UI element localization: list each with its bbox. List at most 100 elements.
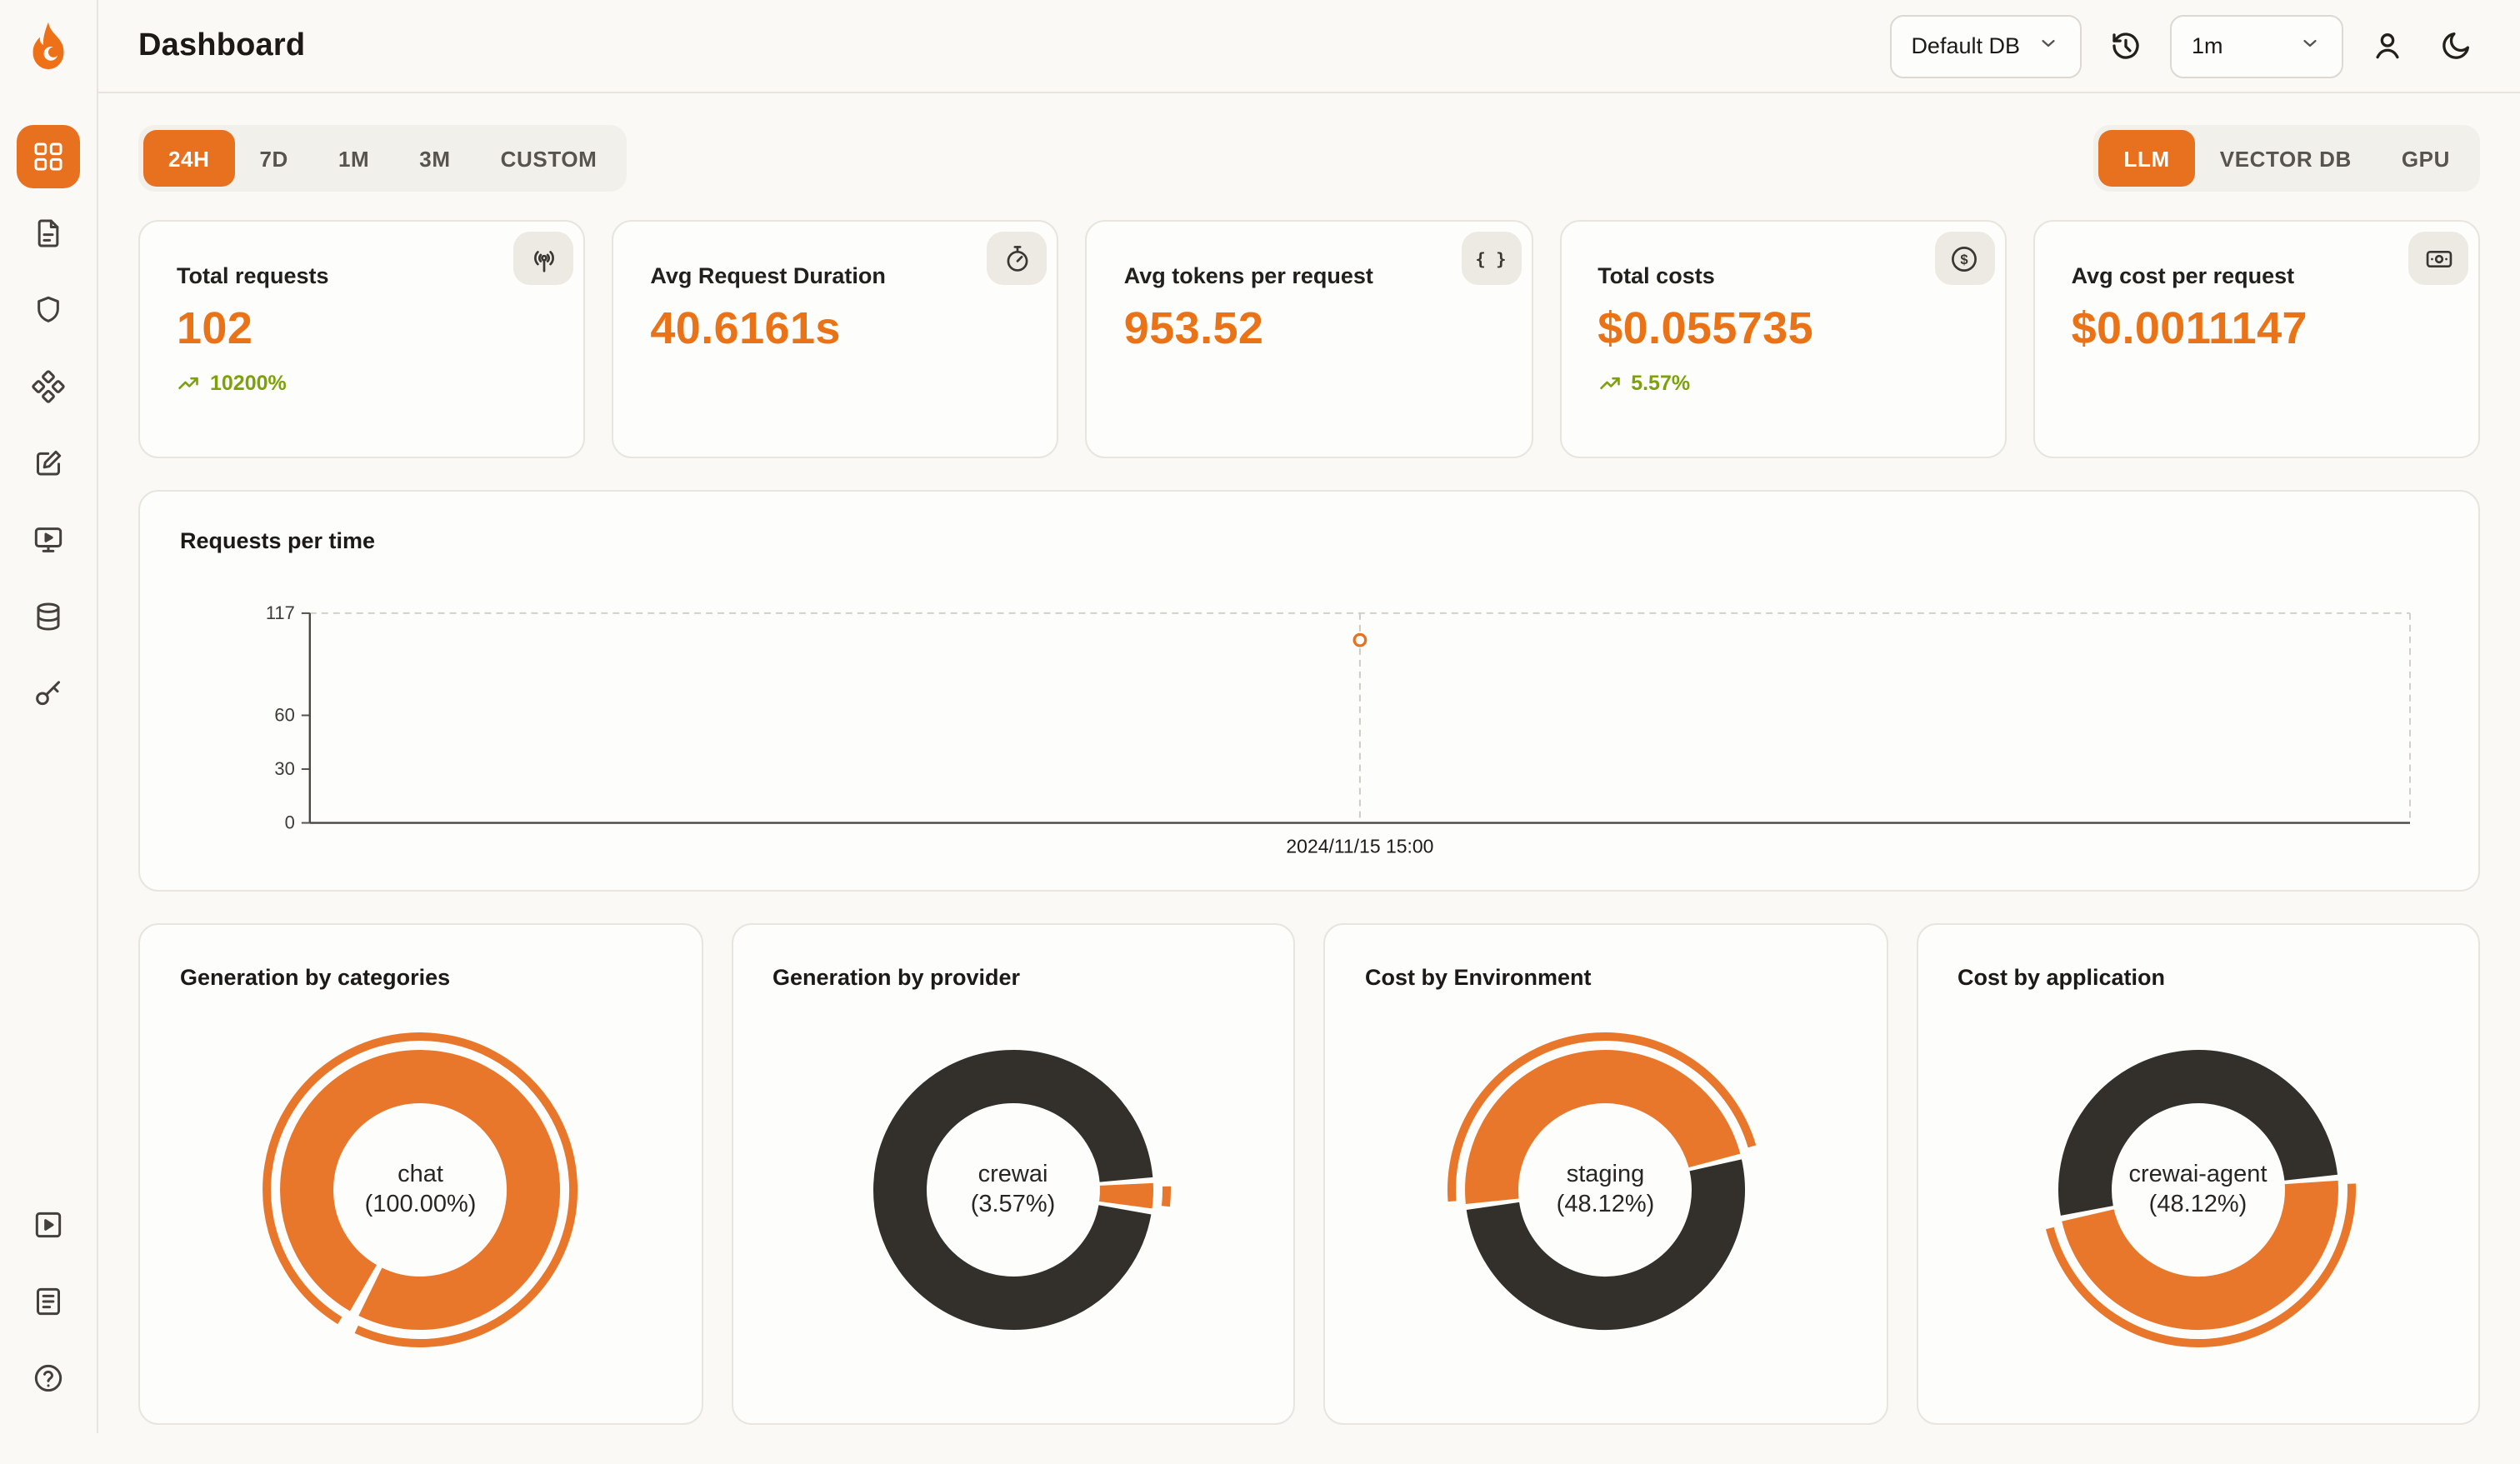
stat-trend-value: 5.57% [1631,372,1691,395]
database-select-value: Default DB [1911,33,2020,58]
stat-value: $0.055735 [1598,303,1814,353]
play-square-icon [35,1212,62,1238]
user-icon [2376,33,2399,59]
sidebar-item-requests[interactable] [17,202,80,265]
sidebar-item-modules[interactable] [17,355,80,418]
donut-chart[interactable] [2032,1022,2365,1364]
sidebar-item-databases[interactable] [17,585,80,648]
chart-title: Cost by application [1958,964,2166,990]
stat-trend: 10200% [177,372,547,395]
refresh-history-button[interactable] [2102,22,2150,70]
chevron-down-icon [2298,32,2322,60]
tab-24h[interactable]: 24H [143,130,235,187]
key-icon [36,681,60,706]
stat-label: Total requests [177,263,329,288]
chart-title: Cost by Environment [1365,964,1592,990]
tab-1m[interactable]: 1M [313,130,394,187]
header: Dashboard Default DB 1m [98,0,2520,93]
grid-icon [34,142,62,171]
stat-value: 953.52 [1123,303,1264,353]
banknote-icon [2408,232,2468,285]
tab-gpu[interactable]: GPU [2377,130,2475,187]
history-icon [2112,32,2139,59]
svg-text:$: $ [1961,251,1968,267]
tab-custom[interactable]: CUSTOM [476,130,622,187]
stat-card-total-requests: Total requests 102 10200% [138,220,586,458]
stat-label: Total costs [1598,263,1715,288]
sidebar-item-exceptions[interactable] [17,278,80,342]
chevron-down-icon [2037,32,2060,60]
donut-chart[interactable] [254,1022,588,1364]
sidebar-item-getting-started[interactable] [17,1193,80,1257]
braces-icon: { } [1461,232,1522,285]
user-profile-button[interactable] [2363,22,2412,70]
stat-card-avg-cost: Avg cost per request $0.0011147 [2032,220,2480,458]
shield-icon [38,296,59,322]
sidebar-item-help[interactable] [17,1347,80,1410]
sidebar-item-evaluations[interactable] [17,432,80,495]
donut-chart[interactable] [847,1022,1180,1364]
svg-text:30: 30 [274,758,294,779]
sidebar-item-dashboard[interactable] [17,125,80,188]
interval-select[interactable]: 1m [2170,14,2343,77]
app-root: Dashboard Default DB 1m [17,0,2520,1433]
dashboard-content: 24H 7D 1M 3M CUSTOM LLM VECTOR DB GPU [98,93,2520,1464]
svg-text:{ }: { } [1476,248,1507,268]
svg-text:60: 60 [274,705,294,726]
tab-7d[interactable]: 7D [235,130,313,187]
donut-wrap: chat (100.00%) [254,1022,588,1356]
line-chart[interactable]: 0 30 60 117 2024/11/15 15:00 [180,573,2438,866]
page-title: Dashboard [138,27,306,62]
donut-row: Generation by categories chat (100.00%) … [138,922,2480,1425]
app-logo[interactable] [23,20,73,82]
header-actions: Default DB 1m [1889,14,2480,77]
theme-toggle-button[interactable] [2432,22,2480,70]
sidebar-item-playground[interactable] [17,508,80,572]
svg-text:117: 117 [266,602,295,623]
database-select[interactable]: Default DB [1889,14,2082,77]
stat-card-avg-duration: Avg Request Duration 40.6161s [612,220,1059,458]
stat-value: 40.6161s [650,303,841,353]
time-range-tabs: 24H 7D 1M 3M CUSTOM [138,125,628,192]
interval-select-value: 1m [2192,33,2223,58]
cost-by-environment-card: Cost by Environment staging (48.12%) [1323,922,1888,1425]
svg-text:2024/11/15 15:00: 2024/11/15 15:00 [1286,835,1433,857]
donut-wrap: crewai-agent (48.12%) [2032,1022,2365,1356]
shapes-icon [32,370,65,403]
file-text-icon [38,219,59,247]
chart-title: Generation by provider [772,964,1021,990]
database-icon [37,602,60,631]
stat-trend: 5.57% [1598,372,1968,395]
cost-by-application-card: Cost by application crewai-agent (48.12%… [1916,922,2480,1425]
donut-chart[interactable] [1439,1022,1772,1364]
trending-up-icon [1599,377,1619,390]
requests-per-time-card: Requests per time 0 30 60 117 2024/11/15 15:… [138,490,2480,892]
tab-3m[interactable]: 3M [394,130,475,187]
sidebar-bottom-nav [17,1193,80,1410]
tab-vector-db[interactable]: VECTOR DB [2195,130,2377,187]
stat-value: 102 [177,303,253,353]
moon-icon [2442,32,2470,59]
stat-card-avg-tokens: { } Avg tokens per request 953.52 [1085,220,1533,458]
docs-icon [37,1287,60,1316]
chart-title: Generation by categories [180,964,451,990]
timer-icon [987,232,1048,285]
tab-llm[interactable]: LLM [2098,130,2195,187]
donut-wrap: staging (48.12%) [1439,1022,1772,1356]
help-circle-icon [34,1364,62,1392]
source-tabs: LLM VECTOR DB GPU [2093,125,2480,192]
stat-card-total-costs: $ Total costs $0.055735 5.57% [1559,220,2007,458]
generation-by-provider-card: Generation by provider crewai (3.57%) [731,922,1295,1425]
sidebar-nav [17,125,80,725]
sidebar-item-docs[interactable] [17,1270,80,1333]
svg-text:0: 0 [285,812,295,833]
radio-tower-icon [513,232,574,285]
sidebar-item-api-keys[interactable] [17,662,80,725]
flame-logo-icon [32,22,64,70]
generation-by-categories-card: Generation by categories chat (100.00%) [138,922,702,1425]
stats-row: Total requests 102 10200% Avg Request Du… [138,220,2480,458]
chart-title: Requests per time [180,528,376,553]
circle-dollar-icon: $ [1934,232,1995,285]
square-pen-icon [37,450,62,476]
main-column: Dashboard Default DB 1m [98,0,2520,1433]
